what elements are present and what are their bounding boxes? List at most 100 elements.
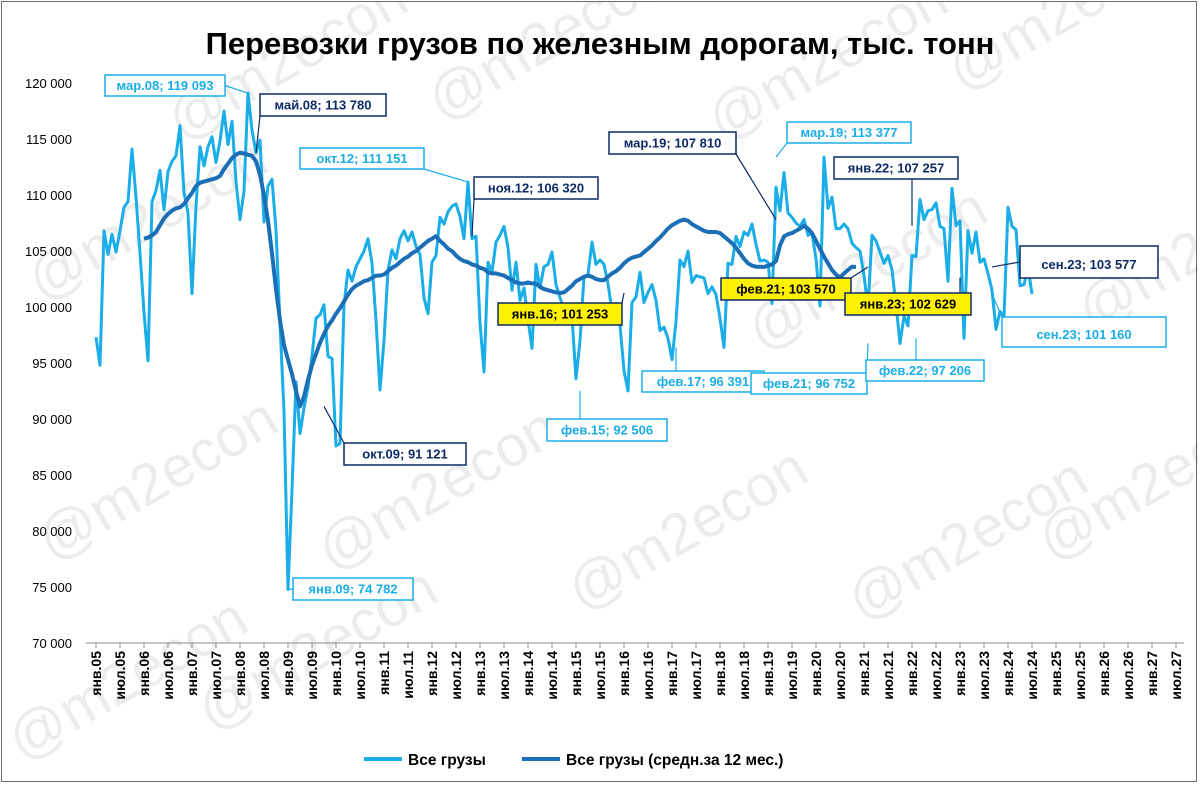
annotation-callout: янв.09; 74 782: [287, 577, 414, 601]
annotation-label: фев.17; 96 391: [657, 374, 749, 389]
x-tick-label: янв.15: [568, 651, 584, 696]
x-tick-label: июл.11: [400, 651, 416, 699]
annotation-label: янв.23; 102 629: [860, 297, 956, 312]
y-tick-label: 105 000: [25, 244, 72, 259]
annotation-callout: мар.19; 107 810: [608, 131, 777, 220]
annotation-box: [497, 302, 623, 326]
x-tick-label: июл.06: [160, 651, 176, 700]
x-tick-label: июл.07: [208, 651, 224, 700]
x-tick-label: янв.09: [280, 651, 296, 696]
annotation-box: [720, 277, 852, 301]
annotation-leader: [991, 261, 1021, 268]
annotation-leader: [850, 266, 869, 279]
x-tick-label: июл.14: [544, 651, 560, 700]
annotation-leader: [775, 142, 788, 158]
x-tick-label: янв.23: [952, 651, 968, 696]
y-tick-label: 90 000: [32, 412, 72, 427]
annotation-label: сен.23; 101 160: [1036, 327, 1131, 342]
annotation-label: окт.09; 91 121: [362, 447, 447, 462]
x-tick-label: янв.19: [760, 651, 776, 696]
x-tick-label: июл.21: [880, 651, 896, 700]
annotation-leader: [621, 292, 625, 304]
legend-label-monthly: Все грузы: [408, 752, 486, 769]
annotation-callout: окт.12; 111 151: [299, 147, 469, 183]
annotation-leader: [255, 115, 261, 153]
x-tick-label: янв.24: [1000, 651, 1016, 696]
x-tick-label: июл.27: [1168, 651, 1184, 700]
annotation-label: мар.19; 113 377: [801, 125, 898, 140]
x-tick-label: июл.13: [496, 651, 512, 700]
annotation-box: [750, 372, 868, 395]
annotation-callout: фев.21; 96 752: [750, 343, 869, 395]
annotation-box: [104, 74, 226, 97]
x-tick-label: июл.23: [976, 651, 992, 700]
annotation-leader: [423, 168, 469, 183]
annotation-label: мар.19; 107 810: [624, 136, 722, 151]
x-tick-label: янв.25: [1048, 651, 1064, 696]
annotation-label: май.08; 113 780: [275, 98, 372, 113]
annotation-label: мар.08; 119 093: [117, 78, 214, 93]
annotation-label: фев.15; 92 506: [561, 423, 653, 438]
annotation-leader: [471, 198, 475, 237]
annotation-callout: янв.23; 102 629: [844, 277, 972, 316]
legend: Все грузы Все грузы (средн.за 12 мес.): [364, 752, 783, 769]
x-tick-label: янв.10: [328, 651, 344, 696]
annotation-callout: янв.22; 107 257: [833, 156, 959, 226]
x-tick-label: июл.05: [112, 651, 128, 700]
x-tick-label: янв.22: [904, 651, 920, 696]
annotation-label: янв.09; 74 782: [308, 582, 397, 597]
y-tick-label: 100 000: [25, 300, 72, 315]
x-tick-label: июл.08: [256, 651, 272, 700]
x-tick-label: июл.10: [352, 651, 368, 700]
annotation-box: [546, 418, 668, 442]
series-line-average: [143, 150, 857, 409]
annotation-callout: сен.23; 101 160: [991, 293, 1167, 348]
annotation-label: ноя.12; 106 320: [488, 181, 584, 196]
annotation-label: янв.16; 101 253: [512, 307, 608, 322]
annotation-callout: фев.22; 97 206: [865, 338, 985, 382]
x-tick-label: июл.22: [928, 651, 944, 700]
annotation-box: [292, 577, 414, 601]
annotation-box: [473, 176, 599, 200]
x-tick-label: июл.24: [1024, 651, 1040, 700]
y-tick-label: 110 000: [26, 188, 72, 203]
x-tick-label: июл.25: [1072, 651, 1088, 700]
x-tick-label: янв.12: [424, 651, 440, 696]
watermark-text: @m2econ: [556, 434, 818, 623]
annotation-box: [844, 292, 972, 316]
annotation-label: окт.12; 111 151: [316, 151, 407, 166]
annotation-layer: мар.08; 119 093 май.08; 113 780 окт.12; 11…: [104, 74, 1167, 601]
x-tick-label: июл.19: [784, 651, 800, 700]
watermark-text: @m2econ: [306, 394, 568, 583]
annotation-callout: фев.21; 103 570: [720, 266, 869, 301]
y-tick-label: 120 000: [25, 76, 72, 91]
annotation-box: [343, 442, 467, 466]
annotation-callout: сен.23; 103 577: [991, 245, 1159, 279]
annotation-label: сен.23; 103 577: [1041, 257, 1136, 272]
annotation-callout: май.08; 113 780: [255, 93, 387, 153]
annotation-callout: мар.19; 113 377: [775, 121, 912, 158]
annotation-box: [833, 156, 959, 180]
annotation-box: [299, 147, 425, 170]
annotation-callout: ноя.12; 106 320: [471, 176, 599, 237]
x-tick-label: июл.17: [688, 651, 704, 700]
annotation-box: [608, 131, 737, 155]
x-tick-label: янв.27: [1144, 651, 1160, 696]
x-tick-label: июл.26: [1120, 651, 1136, 700]
x-tick-label: янв.26: [1096, 651, 1112, 696]
annotation-box: [865, 359, 985, 382]
y-tick-label: 115 000: [26, 132, 72, 147]
x-tick-label: июл.16: [640, 651, 656, 700]
watermark-text: @m2econ: [416, 2, 678, 133]
annotation-box: [786, 121, 912, 144]
x-tick-label: янв.14: [520, 651, 536, 696]
x-tick-label: июл.18: [736, 651, 752, 700]
x-tick-label: июл.12: [448, 651, 464, 700]
x-tick-label: янв.05: [88, 651, 104, 696]
annotation-callout: окт.09; 91 121: [323, 406, 467, 466]
x-tick-label: янв.11: [376, 651, 392, 695]
x-tick-label: янв.07: [184, 651, 200, 696]
chart-title: Перевозки грузов по железным дорогам, ты…: [206, 26, 995, 61]
